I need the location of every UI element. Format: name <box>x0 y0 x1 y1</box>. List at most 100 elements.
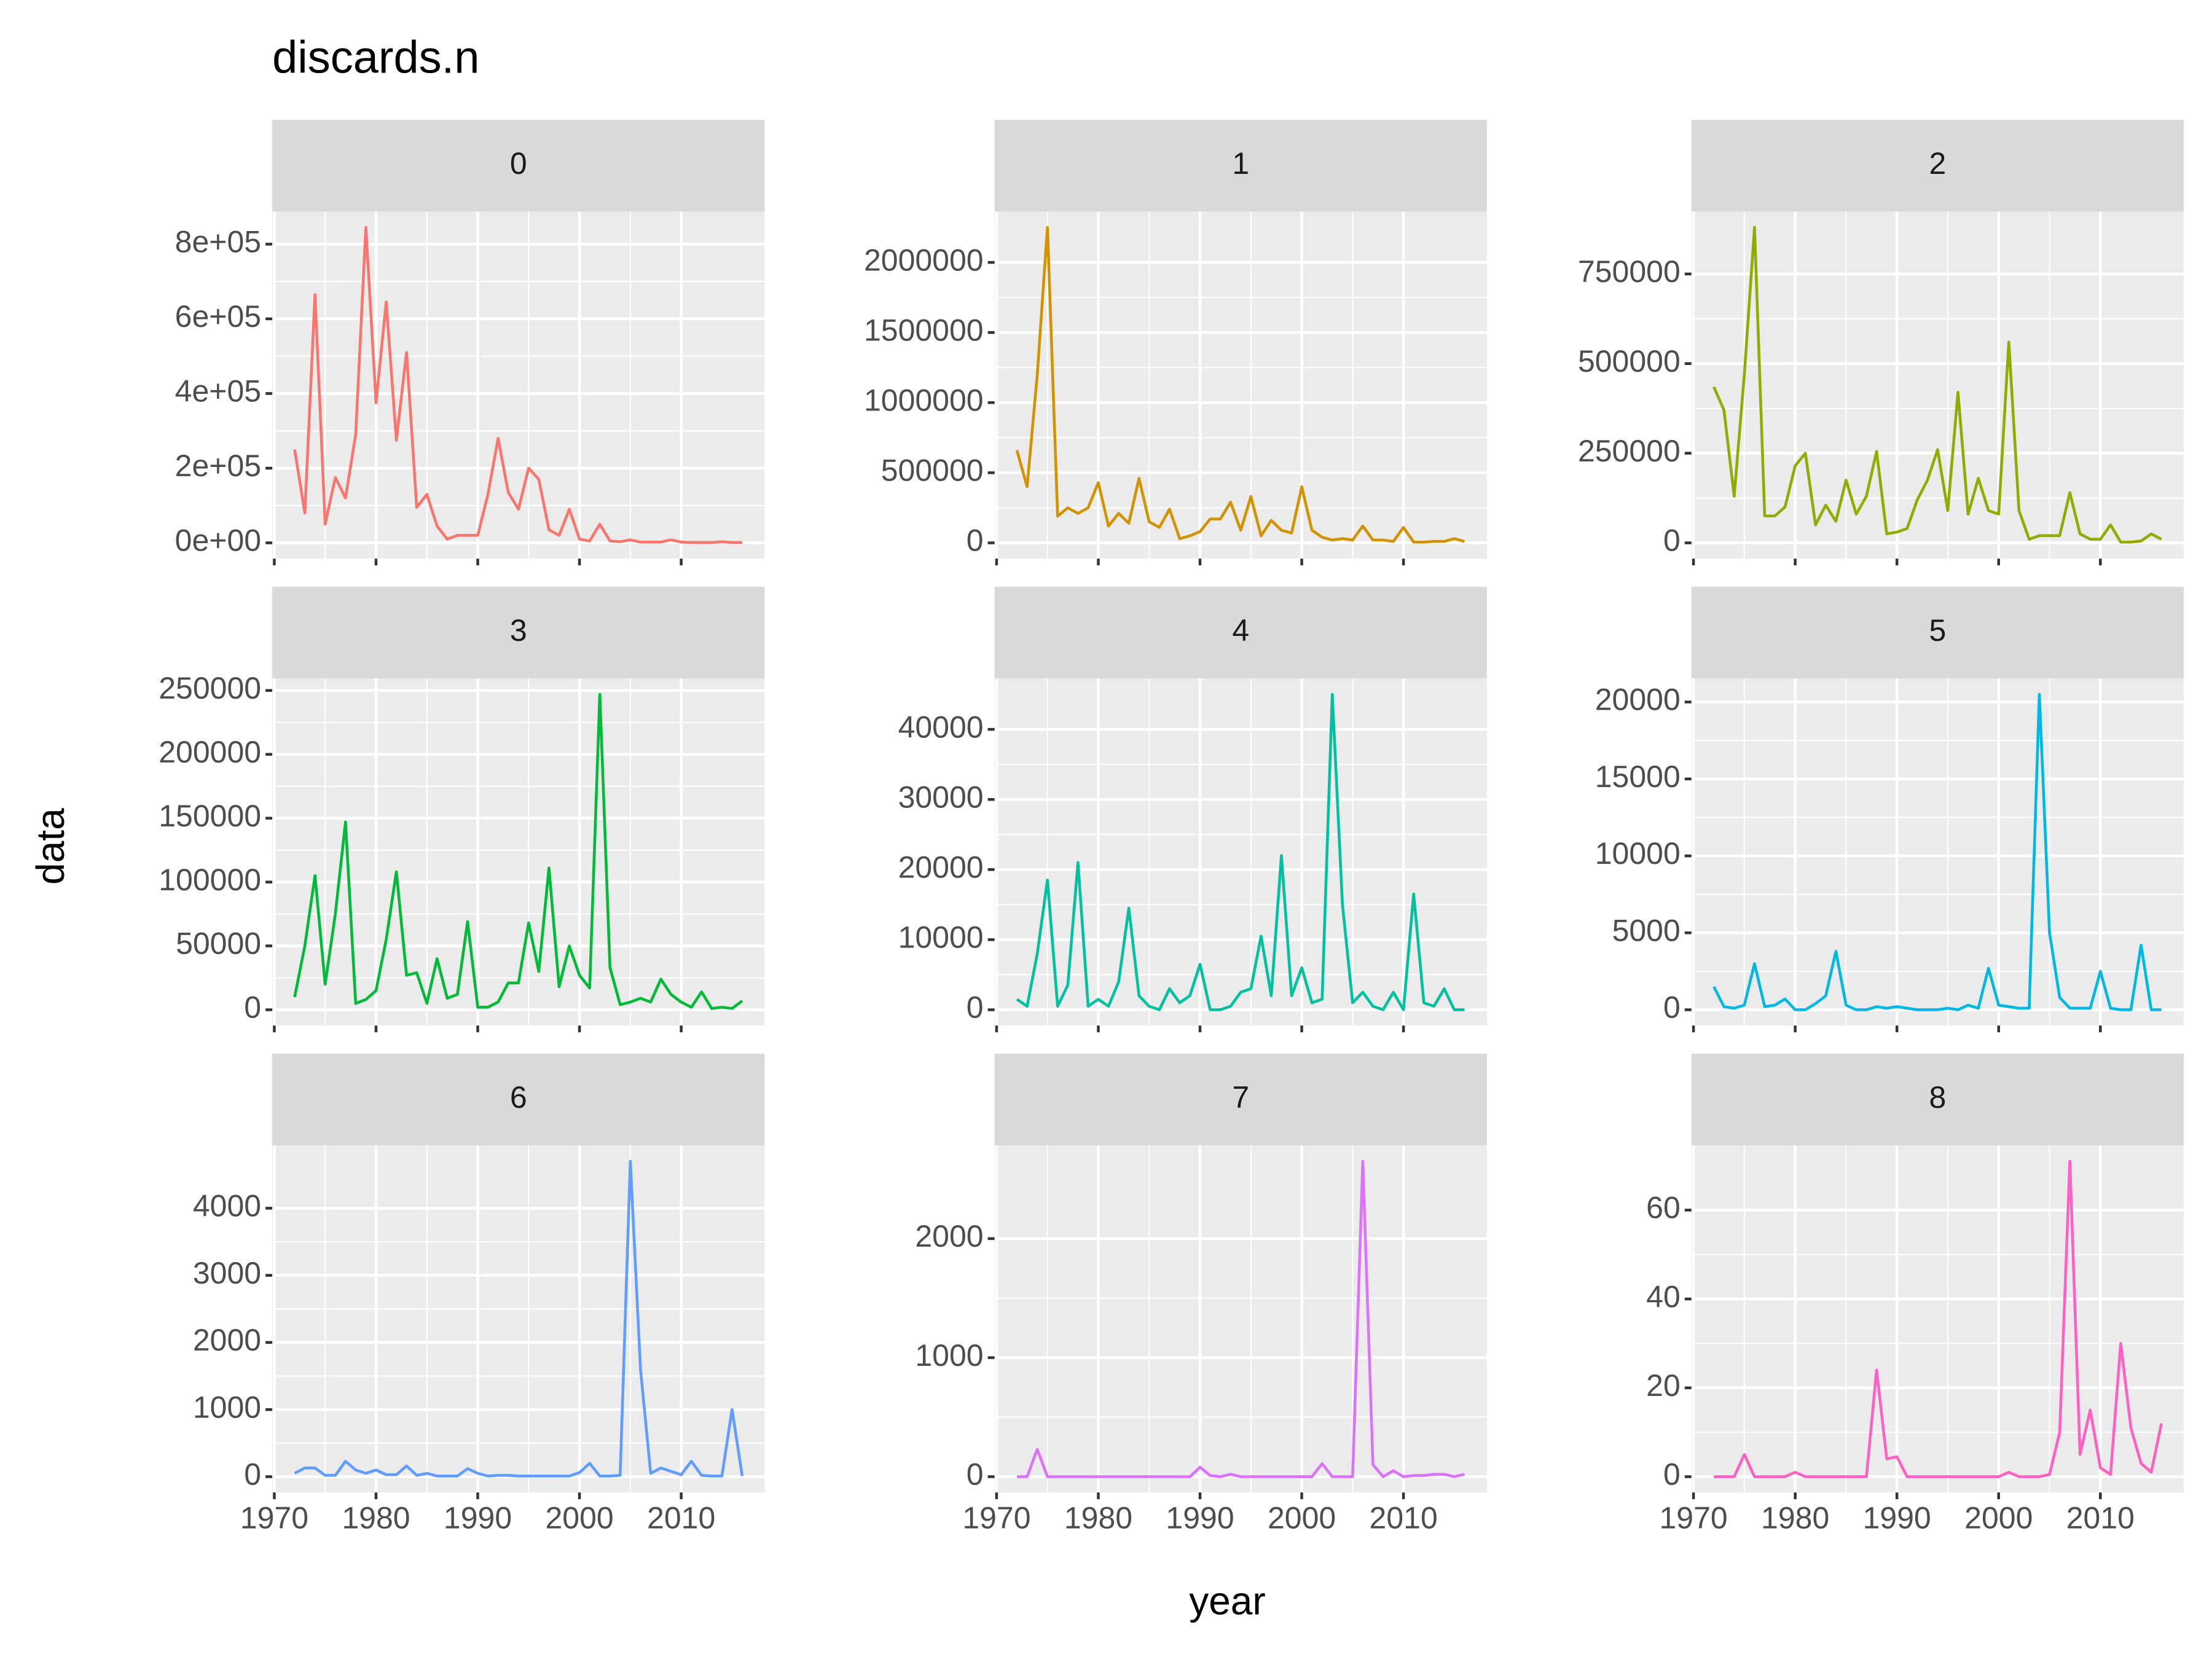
x-tick-label: 2010 <box>647 1500 715 1535</box>
panel-background <box>1691 1145 2184 1493</box>
data-line <box>293 225 742 544</box>
x-tick-label: 1990 <box>1166 1500 1234 1535</box>
panel-background <box>1691 678 2184 1026</box>
y-tick-label: 0 <box>244 1457 261 1492</box>
y-tick-label: 15000 <box>1595 759 1681 794</box>
y-tick-label: 0 <box>967 990 984 1025</box>
y-tick-label: 50000 <box>176 927 261 961</box>
y-tick-label: 10000 <box>1595 836 1681 871</box>
strip-label: 8 <box>1929 1080 1947 1115</box>
y-tick-label: 1000000 <box>864 383 984 418</box>
y-tick-label: 0 <box>1663 990 1681 1025</box>
x-tick-label: 1970 <box>962 1500 1030 1535</box>
strip <box>994 587 1487 679</box>
x-tick-label: 1970 <box>240 1500 308 1535</box>
y-tick-label: 3000 <box>193 1256 261 1290</box>
y-axis-title: data <box>28 808 73 885</box>
x-axis-title: year <box>1189 1578 1266 1623</box>
y-tick-label: 4000 <box>193 1189 261 1223</box>
strip <box>272 587 765 679</box>
y-tick-label: 40000 <box>898 710 984 744</box>
y-tick-label: 30000 <box>898 780 984 814</box>
strip-label: 5 <box>1929 613 1947 648</box>
panel: 8 0 20 40 60 1970 1980 1990 2000 2010 <box>1646 1054 2184 1535</box>
y-tick-label: 20 <box>1646 1368 1681 1403</box>
strip-label: 6 <box>510 1080 527 1115</box>
strip <box>1691 120 2184 212</box>
strip <box>272 120 765 212</box>
y-tick-label: 250000 <box>159 671 261 705</box>
y-tick-label: 0 <box>244 990 261 1025</box>
y-tick-label: 20000 <box>898 850 984 884</box>
panel: 2 0 250000 500000 750000 <box>1578 120 2184 566</box>
y-tick-label: 10000 <box>898 920 984 955</box>
data-line <box>293 692 743 1010</box>
panel: 4 0 10000 20000 30000 40000 <box>898 587 1487 1033</box>
x-tick-label: 1980 <box>342 1500 410 1535</box>
y-tick-label: 20000 <box>1595 683 1681 717</box>
y-tick-label: 0 <box>967 523 984 558</box>
strip-label: 3 <box>510 613 527 648</box>
data-line <box>1015 225 1465 544</box>
panel: 0 0e+00 2e+05 4e+05 6e+05 8e+05 <box>175 120 765 566</box>
strip <box>1691 587 2184 679</box>
y-tick-label: 500000 <box>1578 344 1681 378</box>
panel-background <box>272 1145 765 1493</box>
chart-title: discards.n <box>272 31 479 82</box>
y-tick-label: 2000000 <box>864 243 984 277</box>
panel: 5 0 5000 10000 15000 20000 <box>1595 587 2184 1033</box>
panel: 6 0 1000 2000 3000 4000 1970 1980 1990 2000 2010 <box>193 1054 765 1535</box>
panel: 7 0 1000 2000 1970 1980 1990 2000 2010 <box>915 1054 1487 1535</box>
x-tick-label: 1990 <box>444 1500 512 1535</box>
y-tick-label: 500000 <box>881 453 984 488</box>
y-tick-label: 150000 <box>159 799 261 833</box>
y-tick-label: 0 <box>1663 1457 1681 1492</box>
x-tick-label: 2000 <box>1268 1500 1336 1535</box>
y-tick-label: 750000 <box>1578 254 1681 289</box>
y-tick-label: 0 <box>967 1457 984 1492</box>
y-tick-label: 0e+00 <box>175 523 261 558</box>
x-tick-label: 2000 <box>545 1500 613 1535</box>
strip-label: 7 <box>1232 1080 1249 1115</box>
panel: 3 0 50000 100000 150000 200000 250000 <box>159 587 765 1033</box>
data-line <box>1712 692 2162 1011</box>
strip-label: 0 <box>510 146 527 181</box>
data-line <box>294 1159 744 1478</box>
y-tick-label: 60 <box>1646 1191 1681 1225</box>
x-tick-label: 1980 <box>1064 1500 1132 1535</box>
x-tick-label: 2010 <box>1370 1500 1438 1535</box>
y-tick-label: 5000 <box>1612 913 1681 947</box>
y-tick-label: 6e+05 <box>175 299 261 334</box>
data-line <box>1017 1159 1465 1478</box>
panel: 1 0 500000 1000000 1500000 2000000 <box>864 120 1487 566</box>
y-tick-label: 1500000 <box>864 313 984 347</box>
x-tick-label: 1990 <box>1863 1500 1931 1535</box>
y-tick-label: 2000 <box>915 1219 983 1253</box>
y-tick-label: 2000 <box>193 1323 261 1357</box>
y-tick-label: 0 <box>1663 523 1681 558</box>
data-line <box>1714 1159 2163 1478</box>
y-tick-label: 250000 <box>1578 434 1681 468</box>
data-line <box>1712 225 2162 544</box>
y-tick-label: 1000 <box>193 1390 261 1424</box>
strip <box>994 120 1487 212</box>
data-line <box>1016 692 1465 1011</box>
y-tick-label: 40 <box>1646 1279 1681 1314</box>
strip <box>994 1054 1487 1146</box>
x-tick-label: 1980 <box>1761 1500 1829 1535</box>
y-tick-label: 100000 <box>159 863 261 897</box>
x-tick-label: 2010 <box>2066 1500 2135 1535</box>
y-tick-label: 8e+05 <box>175 225 261 259</box>
y-tick-label: 1000 <box>915 1338 983 1373</box>
x-tick-label: 2000 <box>1964 1500 2033 1535</box>
y-tick-label: 2e+05 <box>175 449 261 483</box>
y-tick-label: 4e+05 <box>175 374 261 409</box>
panel-background <box>994 1145 1487 1493</box>
strip <box>1691 1054 2184 1146</box>
y-tick-label: 200000 <box>159 735 261 769</box>
strip-label: 2 <box>1929 146 1947 181</box>
strip-label: 1 <box>1232 146 1249 181</box>
strip <box>272 1054 765 1146</box>
